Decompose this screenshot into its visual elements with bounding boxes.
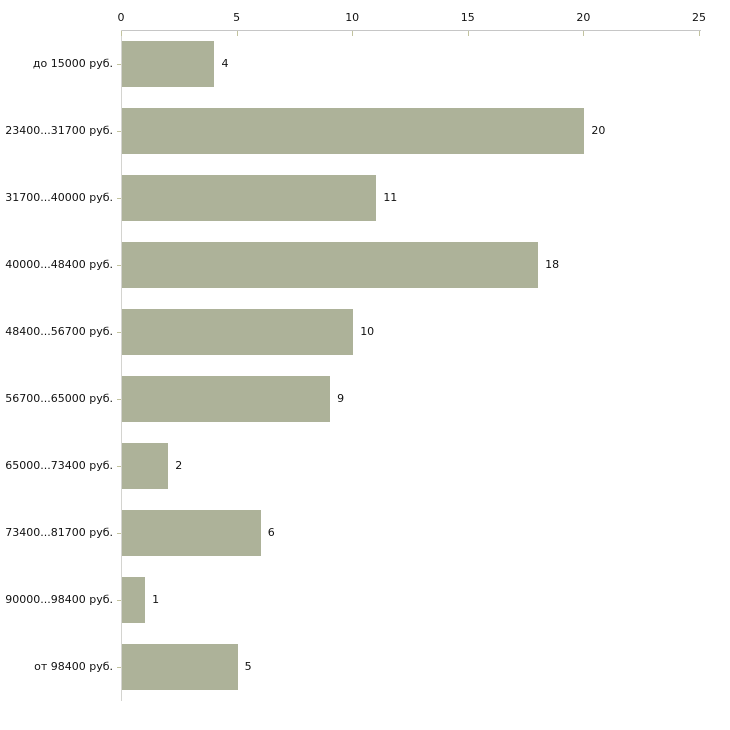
x-tick-label: 5 [233,11,241,24]
bar [122,576,146,623]
value-label: 6 [267,526,275,539]
x-tick-mark [121,31,122,36]
y-tick-mark [117,532,121,534]
x-tick-label: 20 [576,11,591,24]
bar-row: 9 [122,365,700,432]
y-tick-mark [117,264,121,266]
bar-row: 20 [122,97,700,164]
bar-row: 4 [122,30,700,97]
bar-row: 5 [122,633,700,700]
bar [122,375,331,422]
category-labels-column: до 15000 руб. 23400...31700 руб. 31700...4… [0,30,113,700]
y-tick-mark [117,130,121,132]
bar-row: 10 [122,298,700,365]
category-label: до 15000 руб. [32,57,113,70]
x-tick-label: 25 [692,11,706,24]
x-tick-mark [699,31,700,36]
x-tick-mark [467,31,469,36]
category-label: 40000...48400 руб. [5,258,113,271]
bar-row: 6 [122,499,700,566]
bar [122,107,585,154]
value-label: 2 [175,459,183,472]
value-label: 11 [383,191,398,204]
y-axis-line [121,30,122,701]
bar [122,643,238,690]
y-tick-mark [117,63,121,65]
y-tick-mark [117,599,121,601]
value-label: 18 [545,258,560,271]
y-tick-mark [117,465,121,467]
value-label: 9 [337,392,345,405]
x-tick-label: 15 [460,11,475,24]
y-tick-mark [117,398,121,400]
category-label: от 98400 руб. [34,660,113,673]
category-label: 23400...31700 руб. [5,124,113,137]
bar [122,40,215,87]
x-axis-line [121,30,701,31]
bar [122,241,539,288]
value-label: 1 [152,593,160,606]
bar-row: 18 [122,231,700,298]
bar [122,174,377,221]
y-tick-mark [117,331,121,333]
x-tick-mark [352,31,354,36]
bar-row: 1 [122,566,700,633]
value-label: 5 [244,660,252,673]
bar-row: 11 [122,164,700,231]
x-tick-label: 0 [117,11,125,24]
x-tick-mark [236,31,238,36]
category-label: 56700...65000 руб. [5,392,113,405]
bar [122,509,261,556]
x-tick-mark [583,31,585,36]
plot-area: 4 20 11 18 10 9 2 6 1 5 [122,30,700,700]
category-label: 65000...73400 руб. [5,459,113,472]
y-tick-mark [117,666,121,668]
bar [122,442,169,489]
category-label: 73400...81700 руб. [5,526,113,539]
category-label: 48400...56700 руб. [5,325,113,338]
bar-row: 2 [122,432,700,499]
bar [122,308,354,355]
x-tick-label: 10 [345,11,360,24]
category-label: 31700...40000 руб. [5,191,113,204]
y-tick-mark [117,197,121,199]
value-label: 10 [360,325,375,338]
value-label: 20 [591,124,606,137]
value-label: 4 [221,57,229,70]
category-label: 90000...98400 руб. [5,593,113,606]
